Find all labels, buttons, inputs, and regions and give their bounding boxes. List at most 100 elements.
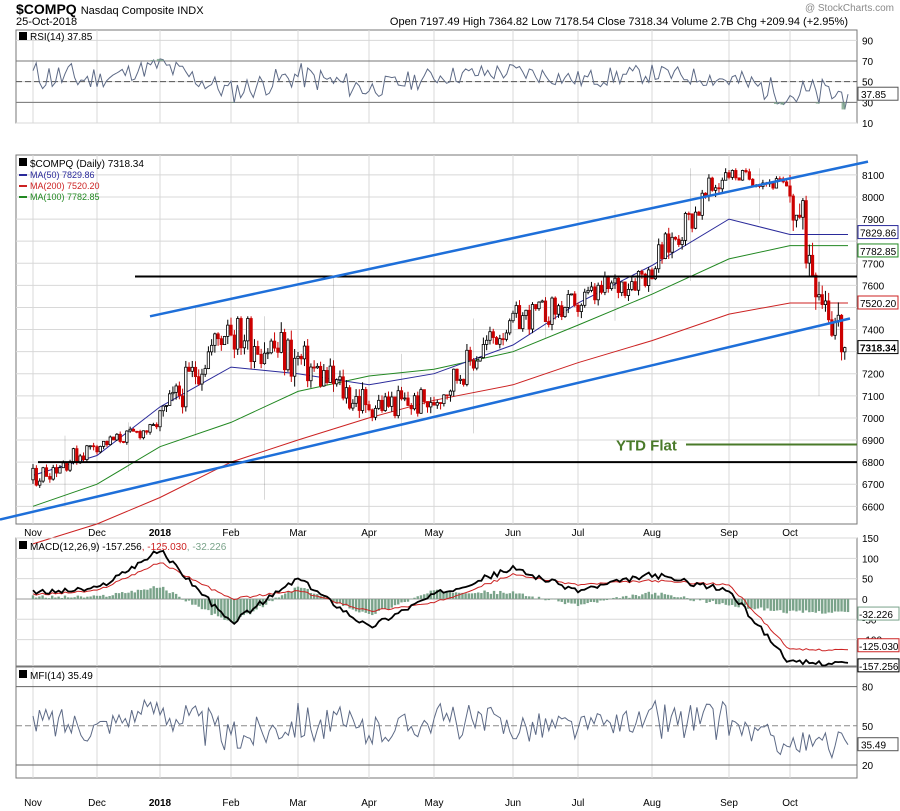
macd-histogram-bar xyxy=(544,598,547,601)
macd-histogram-bar xyxy=(489,593,493,599)
candle-body xyxy=(810,254,815,276)
macd-histogram-bar xyxy=(277,597,281,599)
candle-body xyxy=(830,319,834,336)
macd-histogram-bar xyxy=(361,598,364,612)
macd-histogram-bar xyxy=(152,586,155,599)
candle-body xyxy=(193,366,198,378)
ma200-legend-label: MA(200) 7520.20 xyxy=(30,181,100,191)
candle-body xyxy=(700,192,704,216)
macd-value-tag xyxy=(857,658,900,673)
candle-body xyxy=(843,347,847,353)
ma200-line xyxy=(32,302,848,545)
macd-histogram-bar xyxy=(753,598,756,610)
macd-histogram-bar xyxy=(387,598,390,610)
candle-body xyxy=(667,233,671,253)
macd-legend-part: , -32.226 xyxy=(187,542,227,553)
candle-body xyxy=(222,336,227,346)
macd-histogram-bar xyxy=(284,593,287,599)
rsi-value-tag xyxy=(857,86,899,101)
candle-body xyxy=(266,352,270,355)
ma50-line xyxy=(32,218,848,476)
rsi-overbought-fill xyxy=(156,58,161,61)
candle-body xyxy=(508,320,512,334)
candle-body xyxy=(527,309,531,330)
candle-body xyxy=(710,177,714,191)
macd-line xyxy=(32,549,849,667)
candle-body xyxy=(118,433,122,442)
candle-body xyxy=(403,397,407,400)
macd-tick-label: 100 xyxy=(862,554,879,565)
candle-body xyxy=(296,355,300,359)
candle-body xyxy=(249,318,253,363)
macd-histogram-bar xyxy=(371,598,374,616)
candle-body xyxy=(269,340,273,354)
macd-histogram-bar xyxy=(515,593,518,599)
x-tick-label: Aug xyxy=(643,528,661,539)
candle-body xyxy=(370,409,374,418)
macd-histogram-bar xyxy=(194,598,197,605)
macd-histogram-bar xyxy=(576,598,580,606)
candle-body xyxy=(164,405,169,407)
macd-histogram-bar xyxy=(158,587,162,599)
macd-histogram-bar xyxy=(734,598,737,607)
macd-histogram-bar xyxy=(47,598,51,599)
candle-body xyxy=(367,404,371,411)
macd-histogram-bar xyxy=(511,591,515,599)
macd-histogram-bar xyxy=(174,593,178,599)
macd-histogram-bar xyxy=(473,593,477,599)
ma100-legend-label: MA(100) 7782.85 xyxy=(30,192,100,202)
candle-body xyxy=(616,277,620,293)
macd-histogram-bar xyxy=(743,598,747,606)
candle-body xyxy=(341,376,345,399)
macd-histogram-bar xyxy=(287,590,290,599)
macd-histogram-bar xyxy=(51,595,54,599)
macd-histogram-bar xyxy=(143,589,146,599)
candle-body xyxy=(412,395,417,410)
candle-body xyxy=(547,321,551,325)
macd-histogram-bar xyxy=(788,598,792,611)
candle-body xyxy=(31,467,35,481)
x-tick-label-bottom: Apr xyxy=(361,798,377,809)
mfi-legend-marker xyxy=(19,670,27,678)
candle-body xyxy=(299,355,303,360)
candle-body xyxy=(58,467,62,474)
candle-body xyxy=(232,334,236,350)
macd-value-tag xyxy=(857,606,900,621)
candle-body xyxy=(660,244,664,259)
macd-histogram-bar xyxy=(708,598,711,603)
macd-histogram-bar xyxy=(505,593,508,599)
candle-body xyxy=(566,294,570,308)
macd-histogram-bar xyxy=(187,598,191,601)
macd-histogram-bar xyxy=(380,598,384,610)
candle-body xyxy=(504,332,509,340)
macd-histogram-bar xyxy=(232,598,236,624)
candle-body xyxy=(488,331,492,341)
candle-body xyxy=(200,373,204,385)
candle-body xyxy=(791,195,795,221)
macd-histogram-bar xyxy=(38,596,41,599)
candle-body xyxy=(534,304,538,310)
macd-histogram-bar xyxy=(105,596,108,599)
macd-histogram-bar xyxy=(808,598,811,613)
candle-body xyxy=(514,305,518,314)
macd-histogram-bar xyxy=(747,598,750,609)
candle-body xyxy=(740,170,745,181)
candle-body xyxy=(680,239,684,245)
candle-body xyxy=(707,177,711,197)
candle-body xyxy=(432,402,436,406)
candle-body xyxy=(626,288,631,296)
x-tick-label-bottom: May xyxy=(425,798,444,809)
macd-histogram-bar xyxy=(592,598,596,603)
macd-histogram-bar xyxy=(111,595,114,599)
candle-body xyxy=(81,455,86,461)
candle-body xyxy=(246,318,250,342)
price-panel-frame xyxy=(15,154,858,525)
macd-histogram-bar xyxy=(676,597,679,599)
macd-histogram-bar xyxy=(480,593,483,599)
macd-histogram-bar xyxy=(303,588,306,599)
macd-histogram-bar xyxy=(200,598,204,610)
candle-body xyxy=(396,390,400,417)
candle-body xyxy=(262,352,267,365)
candle-body xyxy=(543,300,548,323)
macd-histogram-bar xyxy=(245,598,249,614)
